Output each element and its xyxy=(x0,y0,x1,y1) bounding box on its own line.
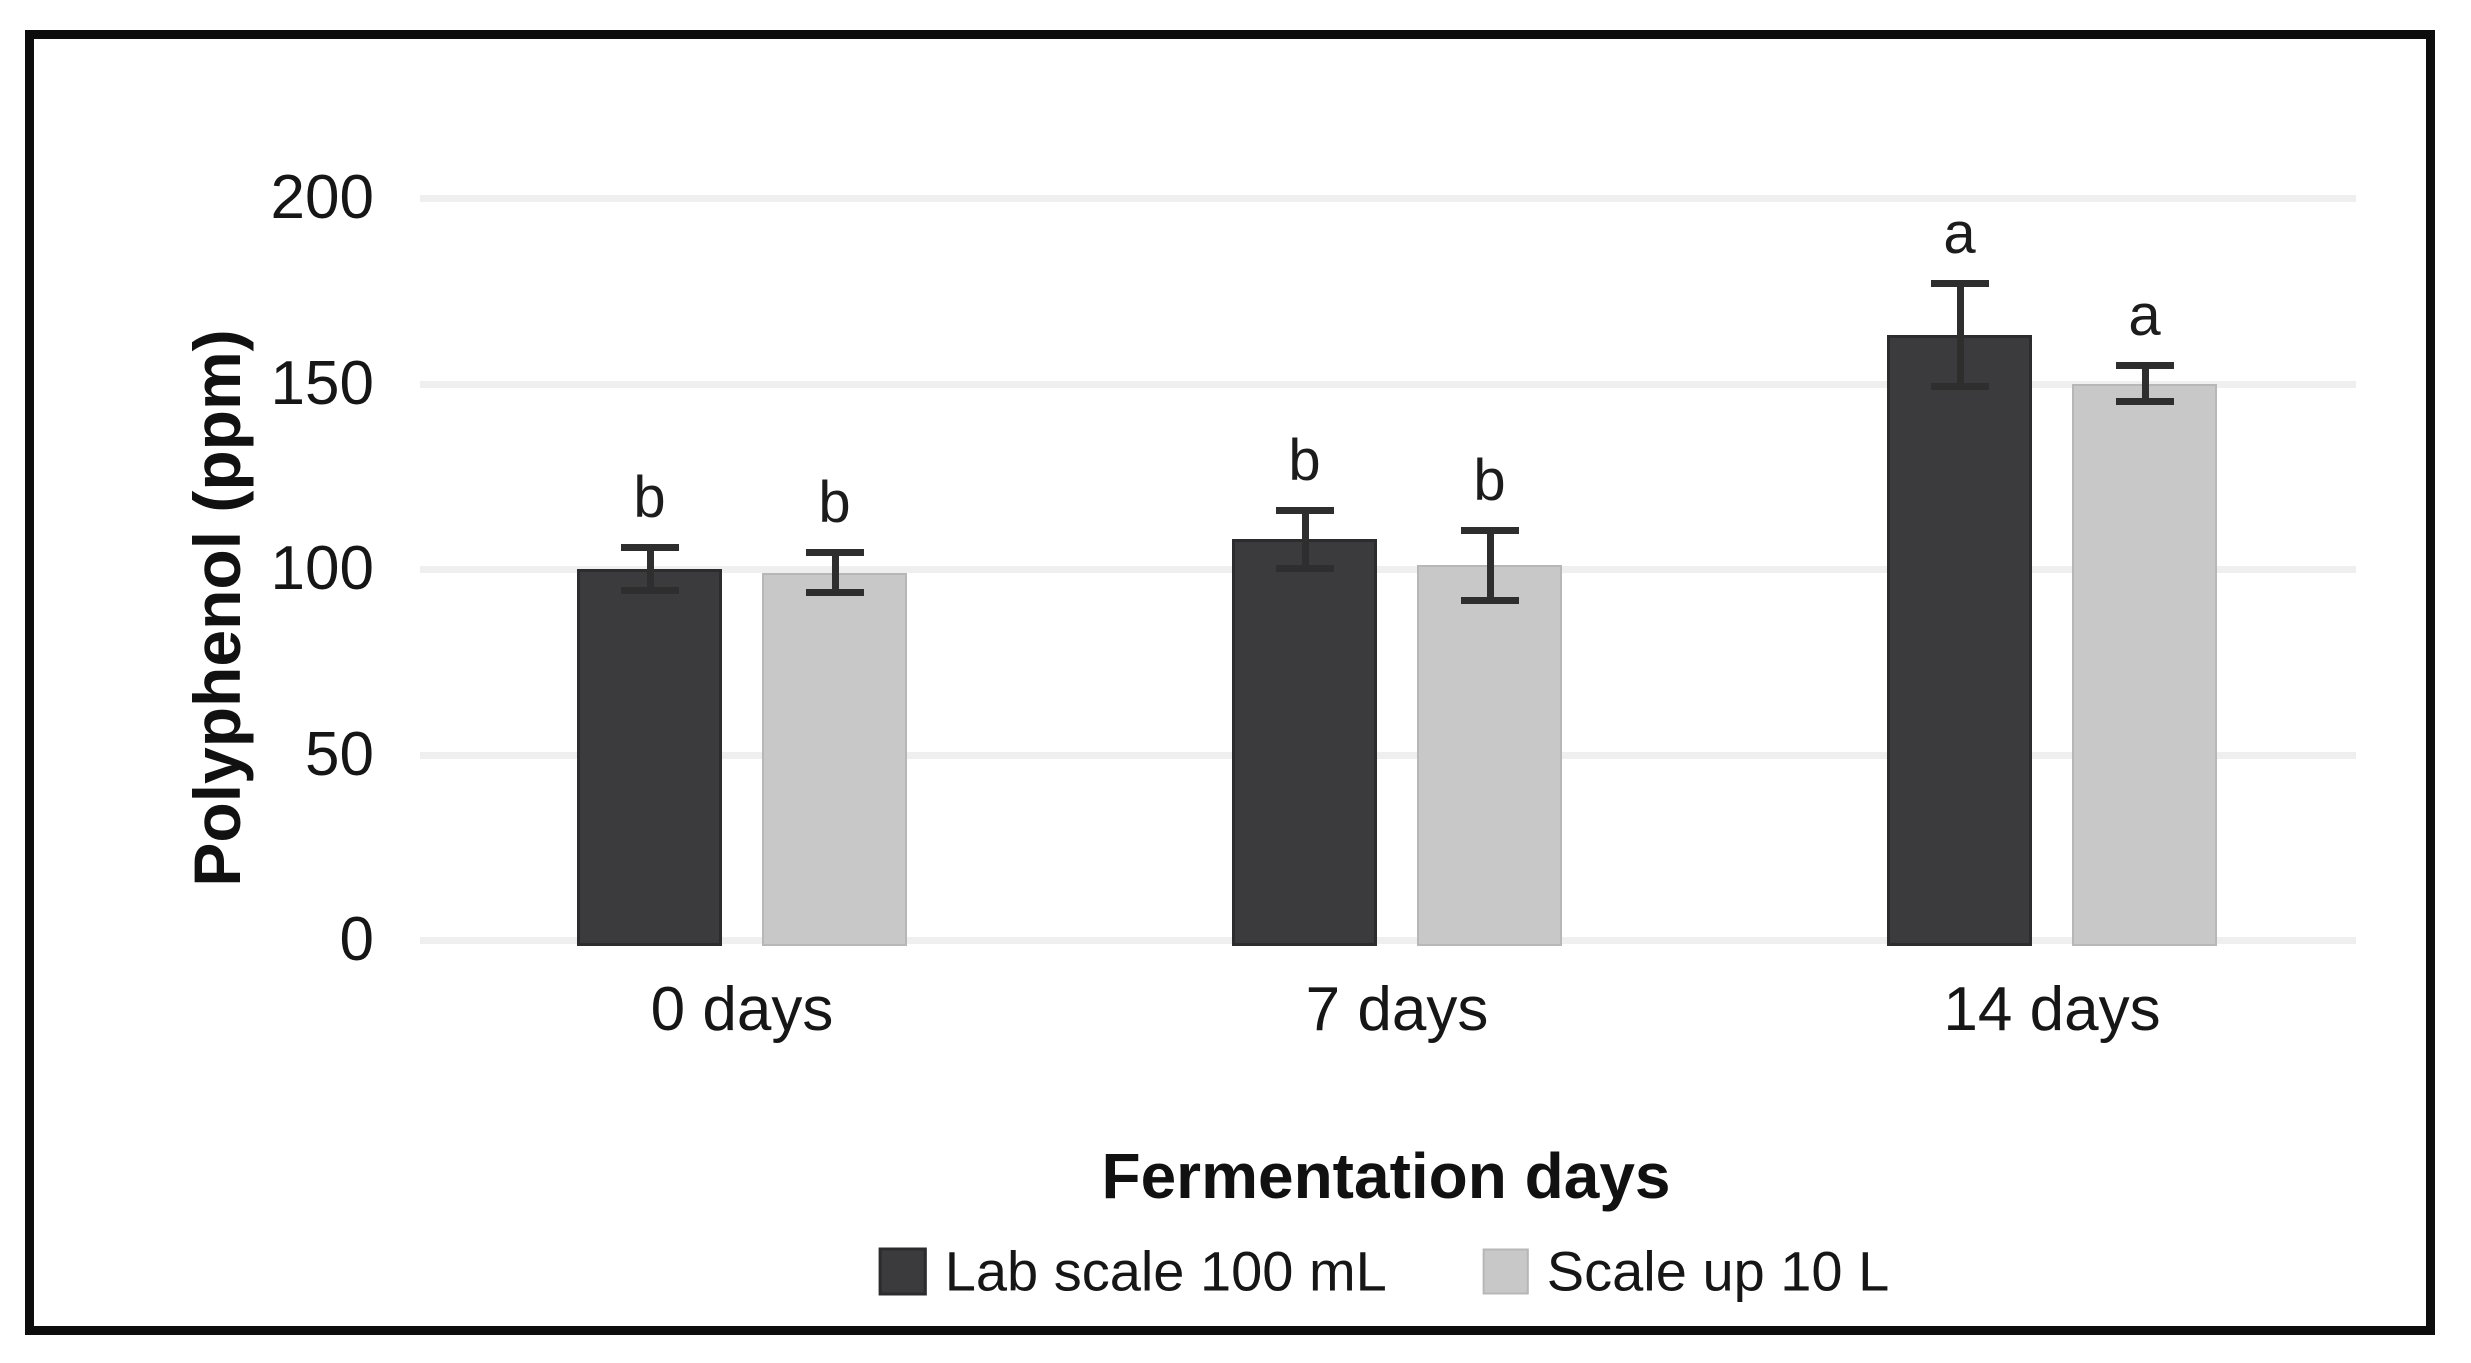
legend-label-scale-up: Scale up 10 L xyxy=(1546,1239,1890,1303)
significance-letter: b xyxy=(633,464,666,530)
error-bar-cap-bottom xyxy=(1275,565,1334,572)
error-bar-cap-bottom xyxy=(1930,383,1989,391)
error-bar-cap-top xyxy=(805,549,864,557)
legend-item-scale-up: Scale up 10 L xyxy=(1482,1239,1890,1304)
legend-label-lab-scale: Lab scale 100 mL xyxy=(944,1239,1387,1303)
gridline-200 xyxy=(420,195,2356,202)
bar-lab-scale-100-ml-14-days xyxy=(1887,335,2032,946)
plot-area: 0 50 100 150 200 0 days 7 days 14 days b b a b b a xyxy=(34,39,2426,1326)
legend-item-lab-scale: Lab scale 100 mL xyxy=(878,1239,1387,1304)
error-bar-cap-bottom xyxy=(2115,398,2174,406)
error-bar-cap-top xyxy=(1930,280,1989,288)
lab-scale-swatch-icon xyxy=(878,1247,927,1295)
y-tick-label: 150 xyxy=(270,348,374,418)
error-bar-cap-bottom xyxy=(805,589,864,597)
y-axis-title: Polyphenol (ppm) xyxy=(180,329,254,887)
gridline-150 xyxy=(420,380,2356,388)
error-bar-cap-top xyxy=(1460,527,1519,535)
significance-letter: b xyxy=(1473,448,1506,514)
gridline-0 xyxy=(420,937,2356,944)
bar-lab-scale-100-ml-7-days xyxy=(1232,539,1377,946)
y-tick-label: 50 xyxy=(305,719,374,789)
significance-letter: b xyxy=(818,470,851,536)
bar-scale-up-10-l-0-days xyxy=(762,572,907,946)
error-bar xyxy=(646,546,654,592)
bar-scale-up-10-l-7-days xyxy=(1417,565,1562,946)
bar-lab-scale-100-ml-0-days xyxy=(577,569,722,946)
y-tick-label: 200 xyxy=(270,163,374,232)
x-axis-title: Fermentation days xyxy=(1101,1140,1671,1212)
legend: Lab scale 100 mL Scale up 10 L xyxy=(878,1239,1890,1304)
gridline-50 xyxy=(420,751,2356,759)
error-bar xyxy=(2141,364,2149,403)
y-tick-label: 0 xyxy=(339,905,374,974)
scale-up-swatch-icon xyxy=(1482,1248,1529,1294)
chart-frame: 0 50 100 150 200 0 days 7 days 14 days b b a b b a Po… xyxy=(25,30,2435,1335)
bar-scale-up-10-l-14-days xyxy=(2072,383,2217,946)
error-bar-cap-top xyxy=(2115,361,2174,369)
y-tick-label: 100 xyxy=(270,534,374,603)
significance-letter: b xyxy=(1288,427,1321,493)
gridline-100 xyxy=(420,566,2356,573)
x-tick-label: 0 days xyxy=(650,975,834,1044)
significance-letter: a xyxy=(2128,282,2161,348)
significance-letter: a xyxy=(1943,201,1976,267)
x-tick-label: 14 days xyxy=(1943,975,2161,1044)
error-bar-cap-top xyxy=(620,543,679,551)
error-bar xyxy=(1301,509,1309,569)
error-bar-cap-top xyxy=(1275,506,1334,514)
x-tick-label: 7 days xyxy=(1305,975,1489,1044)
error-bar-cap-bottom xyxy=(620,587,679,595)
error-bar xyxy=(1486,530,1494,601)
error-bar xyxy=(1956,283,1964,388)
error-bar-cap-bottom xyxy=(1460,596,1519,604)
error-bar xyxy=(831,552,839,594)
